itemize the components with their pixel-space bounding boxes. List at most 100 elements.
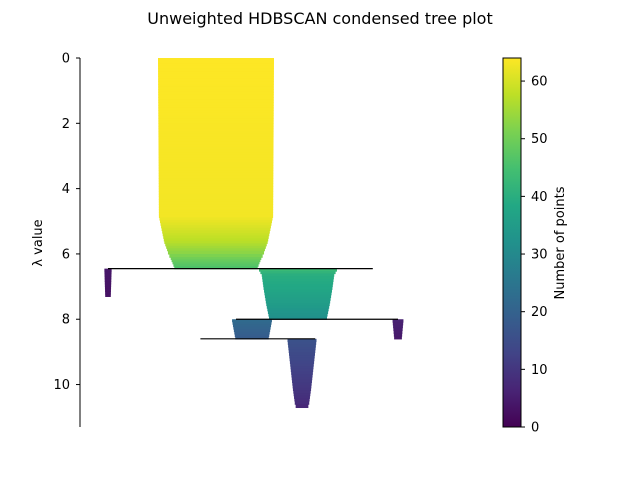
- y-axis-label: λ value: [31, 219, 46, 266]
- icicle-segment: [104, 278, 112, 282]
- icicle-segment: [158, 138, 274, 143]
- icicle-segment: [158, 159, 274, 164]
- icicle-segment: [158, 178, 274, 182]
- icicle-segment: [292, 382, 312, 386]
- icicle-segment: [158, 112, 274, 117]
- icicle-segment: [263, 286, 333, 290]
- icicle-segment: [269, 315, 327, 320]
- icicle-segment: [289, 352, 315, 356]
- icicle-segment: [162, 233, 270, 237]
- icicle-segment: [393, 324, 403, 329]
- colorbar-tick-label: 20: [531, 305, 548, 320]
- icicle-segment: [158, 120, 274, 124]
- icicle-segment: [158, 152, 274, 156]
- colorbar-label: Number of points: [553, 186, 568, 299]
- colorbar: [502, 57, 522, 428]
- icicle-segment: [262, 278, 334, 282]
- icicle-segment: [158, 170, 274, 174]
- icicle-segment: [290, 363, 314, 367]
- icicle-segment: [158, 125, 274, 130]
- icicle-segment: [290, 366, 314, 370]
- icicle-segment: [394, 336, 402, 340]
- colorbar-tick-label: 40: [531, 190, 548, 205]
- colorbar-ticks: 0 10 20 30 40 50 60: [521, 75, 548, 436]
- chart-title: Unweighted HDBSCAN condensed tree plot: [147, 9, 492, 28]
- icicle-segment: [294, 398, 310, 402]
- icicle-segment: [158, 212, 274, 216]
- icicle-segment: [287, 341, 317, 345]
- icicle-segment: [158, 209, 274, 213]
- icicle-segment: [158, 97, 274, 101]
- icicle-segment: [158, 81, 274, 85]
- icicle-segment: [232, 319, 272, 323]
- icicle-segment: [158, 78, 274, 83]
- icicle-segment: [158, 107, 274, 111]
- icicle-segment: [165, 243, 267, 247]
- icicle-segment: [289, 355, 315, 359]
- icicle-segment: [172, 261, 260, 265]
- icicle-segment: [167, 250, 265, 255]
- icicle-segment: [105, 288, 111, 292]
- icicle-segment: [232, 324, 272, 328]
- icicle-segment: [293, 393, 311, 397]
- icicle-segment: [259, 268, 337, 272]
- icicle-segment: [158, 110, 274, 114]
- y-tick-label: 4: [62, 182, 70, 197]
- icicle-segment: [291, 376, 313, 381]
- icicle-segment: [264, 289, 332, 293]
- icicle-segment: [174, 266, 258, 270]
- icicle-segment: [158, 94, 274, 98]
- icicle-segment: [268, 313, 328, 317]
- icicle-segment: [267, 310, 329, 314]
- icicle-segment: [170, 257, 262, 260]
- icicle-segment: [292, 379, 312, 383]
- icicle-segment: [158, 196, 274, 200]
- icicle-segment: [158, 157, 274, 161]
- icicle-segment: [104, 286, 112, 290]
- colorbar-tick-label: 60: [531, 75, 548, 90]
- icicle-segment: [166, 245, 266, 249]
- icicle-segment: [158, 136, 274, 140]
- icicle-segment: [158, 144, 274, 148]
- icicle-segment: [260, 271, 336, 275]
- icicle-segment: [393, 330, 403, 334]
- icicle-segment: [158, 76, 274, 80]
- icicle-segment: [104, 283, 112, 287]
- y-tick-label: 6: [62, 247, 70, 262]
- icicle-segment: [158, 141, 274, 145]
- icicle-segment: [291, 374, 313, 378]
- icicle-segment: [291, 371, 313, 375]
- icicle-segment: [158, 201, 274, 205]
- icicle-segment: [158, 71, 274, 75]
- icicle-segment: [105, 291, 111, 295]
- icicle-segment: [164, 240, 268, 244]
- icicle-segment: [160, 222, 272, 226]
- icicle-segment: [262, 281, 334, 285]
- icicle-segment: [158, 89, 274, 93]
- icicle-segment: [161, 227, 271, 232]
- icicle-segment: [158, 162, 274, 166]
- icicle-segment: [158, 128, 274, 132]
- icicle-segment: [158, 206, 274, 211]
- icicle-segment: [292, 387, 312, 392]
- icicle-segment: [233, 326, 271, 330]
- colorbar-tick-label: 50: [531, 132, 548, 147]
- icicle-segment: [288, 344, 316, 348]
- y-tick-label: 8: [62, 313, 70, 328]
- icicle-segment: [158, 118, 274, 122]
- icicle-segment: [393, 327, 403, 332]
- icicle-segment: [158, 149, 274, 153]
- icicle-segment: [104, 281, 112, 285]
- icicle-segment: [232, 321, 272, 325]
- icicle-segment: [163, 235, 269, 239]
- icicle-segment: [158, 199, 274, 203]
- icicle-segment: [159, 217, 273, 221]
- icicle-segment: [158, 133, 274, 137]
- icicle-segment: [261, 273, 335, 277]
- icicle-segment: [158, 84, 274, 88]
- icicle-segment: [264, 294, 332, 299]
- icicle-segment: [392, 319, 404, 323]
- icicle-segment: [158, 68, 274, 72]
- icicle-segment: [392, 322, 404, 326]
- icicle-segment: [265, 297, 331, 301]
